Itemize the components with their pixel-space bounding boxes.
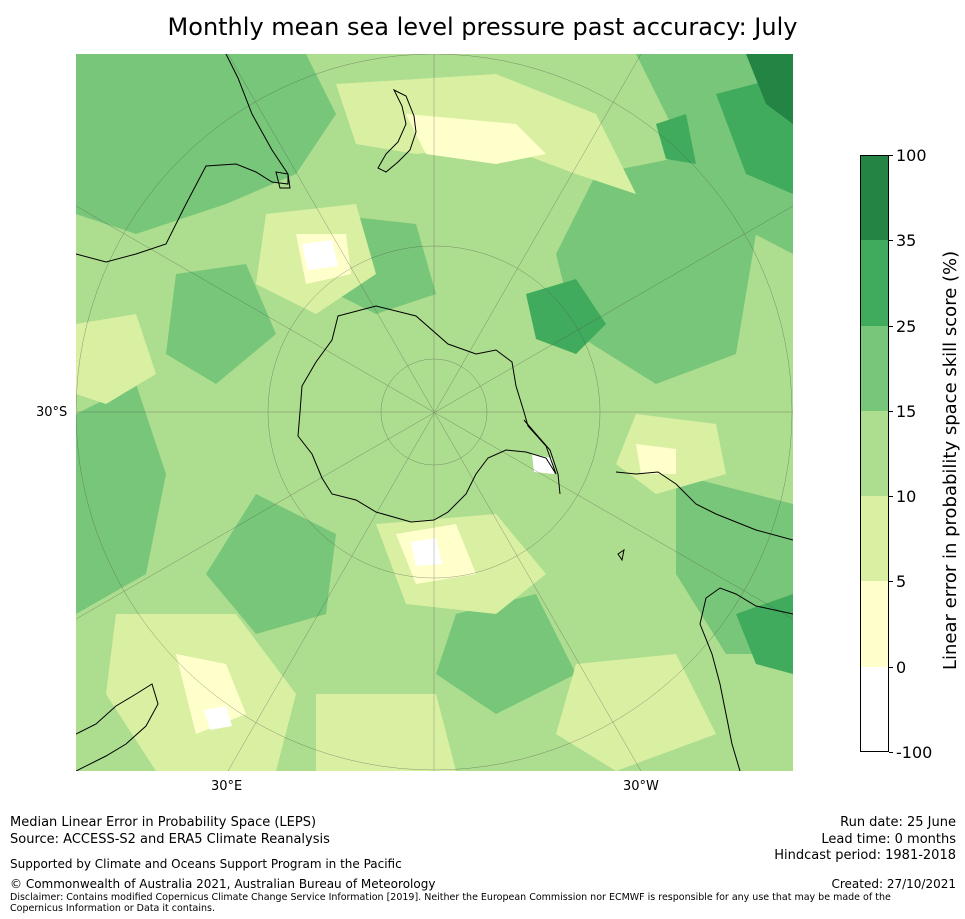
colorbar-tick [889,155,893,156]
skill-patch [532,454,554,474]
colorbar-tick [889,325,893,327]
colorbar-segment [860,155,889,241]
skill-patch [76,314,156,404]
colorbar-tick-label: 5 [896,572,907,592]
lon-label-30e: 30°E [211,779,243,794]
footer-source: Source: ACCESS-S2 and ERA5 Climate Reana… [10,832,330,847]
skill-patch [166,264,276,384]
skill-patches [76,54,793,771]
lon-label-30w: 30°W [623,779,659,794]
colorbar-tick-label: 25 [896,316,917,336]
graticule [76,54,793,771]
antarctica-coast [297,305,557,523]
colorbar-tick [889,240,893,242]
colorbar-label: Linear error in probability space skill … [940,250,961,670]
colorbar-tick [889,752,893,753]
australia-coast [76,54,289,263]
footer-run-date: Run date: 25 June [840,815,956,830]
africa-coast [76,683,159,771]
colorbar-tick-label: 100 [896,146,927,165]
chart-title: Monthly mean sea level pressure past acc… [167,13,798,41]
skill-patch [556,154,756,384]
skill-patch [204,706,232,730]
new-zealand-coast [377,88,417,173]
colorbar-tick-label: 0 [896,657,907,677]
colorbar [860,155,889,753]
colorbar-segment [860,496,889,582]
skill-patch [736,594,793,674]
colorbar-segment [860,410,889,497]
colorbar-tick-label: 35 [896,231,917,251]
polar-map [76,54,793,771]
footer-leps: Median Linear Error in Probability Space… [10,815,317,830]
colorbar-segment [860,240,889,327]
skill-patch [302,240,338,270]
colorbar-tick [889,410,893,412]
skill-patch [76,384,166,614]
skill-patch [206,494,336,634]
lat-label-30s: 30°S [36,405,68,420]
footer-copyright: © Commonwealth of Australia 2021, Austra… [10,877,436,891]
tasmania-coast [275,171,291,189]
colorbar-tick [889,666,893,668]
colorbar-segment [860,325,889,412]
antarctic-peninsula-coast [523,419,561,495]
skill-patch [406,114,546,164]
footer-disclaimer: Disclaimer: Contains modified Copernicus… [10,892,891,914]
skill-patch [556,654,716,771]
colorbar-tick-label: -100 [896,743,933,762]
colorbar-segment [860,581,889,668]
footer-support: Supported by Climate and Oceans Support … [10,857,402,871]
colorbar-tick-label: 15 [896,401,917,421]
coastlines [76,54,793,771]
skill-patch [656,114,696,164]
skill-patch [316,694,456,771]
falkland-coast [617,548,625,562]
skill-patch [76,54,336,234]
footer-created: Created: 27/10/2021 [831,877,956,891]
skill-patch [176,654,246,734]
map-canvas [76,54,793,771]
skill-patch [746,54,793,124]
colorbar-tick [889,496,893,498]
colorbar-segment [860,666,889,753]
skill-patch [636,444,676,474]
footer-lead-time: Lead time: 0 months [821,832,956,847]
skill-patch [436,594,576,714]
footer-hindcast: Hindcast period: 1981-2018 [774,848,956,863]
colorbar-tick [889,581,893,583]
skill-patch [526,279,606,354]
colorbar-tick-label: 10 [896,487,917,507]
south-america-coast [615,471,793,771]
